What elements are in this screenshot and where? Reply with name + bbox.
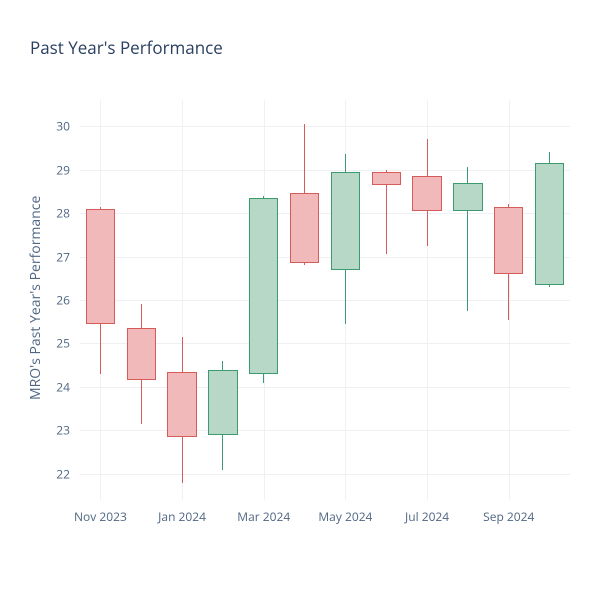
- candle-body: [127, 328, 156, 380]
- gridline-h: [80, 430, 570, 431]
- plot-area: [80, 100, 570, 500]
- gridline-h: [80, 170, 570, 171]
- gridline-h: [80, 387, 570, 388]
- x-tick: Jul 2024: [405, 508, 449, 525]
- candle-body: [249, 198, 278, 374]
- candle-body: [494, 207, 523, 274]
- candle-body: [372, 172, 401, 185]
- candle-body: [208, 370, 237, 435]
- candle-body: [290, 193, 319, 263]
- candle-body: [535, 163, 564, 285]
- x-tick: Sep 2024: [483, 508, 534, 525]
- candle-body: [453, 183, 482, 211]
- x-tick: Mar 2024: [237, 508, 290, 525]
- x-tick: Nov 2023: [74, 508, 127, 525]
- gridline-h: [80, 474, 570, 475]
- candle-body: [167, 372, 196, 437]
- candle-body: [412, 176, 441, 211]
- candle-body: [86, 209, 115, 324]
- gridline-h: [80, 300, 570, 301]
- chart-title: Past Year's Performance: [30, 36, 223, 59]
- candle-body: [331, 172, 360, 270]
- x-tick: Jan 2024: [158, 508, 206, 525]
- y-axis-label: MRO's Past Year's Performance: [26, 196, 45, 400]
- gridline-h: [80, 126, 570, 127]
- x-tick: May 2024: [318, 508, 372, 525]
- candlestick-chart: Past Year's Performance MRO's Past Year'…: [0, 0, 600, 600]
